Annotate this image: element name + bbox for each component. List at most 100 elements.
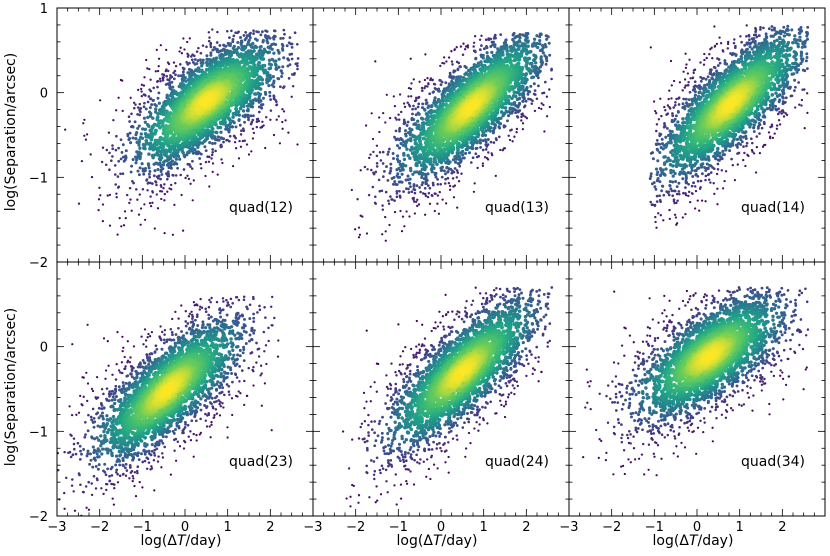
scatter-point [364,124,368,127]
scatter-point [396,154,400,158]
scatter-point [417,203,421,206]
scatter-point [90,175,94,179]
scatter-point [447,167,451,171]
scatter-point [261,120,264,124]
scatter-point [400,180,404,184]
scatter-point [219,136,223,140]
scatter-point [201,58,205,62]
scatter-point [447,56,451,59]
scatter-point [350,188,353,192]
scatter-point [149,89,153,93]
scatter-point [513,135,516,138]
scatter-point [424,194,428,198]
y-tick-label: 0 [40,87,48,102]
scatter-point [443,90,447,94]
scatter-point [425,118,430,122]
scatter-point [163,103,168,107]
scatter-point [228,140,231,143]
scatter-point [281,48,285,52]
scatter-point [121,79,124,82]
scatter-point [545,37,549,41]
scatter-point [295,42,299,46]
scatter-point [539,60,543,64]
scatter-point [143,146,147,151]
scatter-point [159,79,162,83]
scatter-point [378,189,382,193]
scatter-point [412,187,416,191]
scatter-point [296,67,299,71]
scatter-point [257,105,261,109]
scatter-point [131,157,135,162]
scatter-point [138,155,142,159]
scatter-point [266,41,270,45]
scatter-point [399,110,403,114]
scatter-point [510,49,514,53]
scatter-point [427,192,431,195]
scatter-point [163,159,167,163]
scatter-point [130,112,133,116]
scatter-point [217,63,222,68]
scatter-point [481,56,485,60]
scatter-point [239,133,243,136]
scatter-point [272,37,276,41]
scatter-point [136,198,139,201]
scatter-point [182,83,186,87]
scatter-point [443,62,446,65]
scatter-point [407,86,411,90]
scatter-point [142,105,146,109]
scatter-point [504,39,508,43]
scatter-point [513,51,518,56]
scatter-point [446,176,450,180]
scatter-point [403,121,407,125]
scatter-point [391,182,395,186]
scatter-point [174,181,177,185]
scatter-point [406,101,409,104]
scatter-point [257,30,260,34]
scatter-point [149,111,153,116]
scatter-point [122,224,126,227]
scatter-point [417,112,421,116]
scatter-point [136,106,140,109]
scatter-point [128,120,131,123]
scatter-point [186,162,190,166]
scatter-point [379,159,383,162]
scatter-point [276,76,280,81]
scatter-point [489,140,493,144]
scatter-point [170,75,174,79]
scatter-point [378,116,381,119]
scatter-point [499,110,504,114]
scatter-point [447,181,451,185]
scatter-point [459,45,463,48]
scatter-point [538,65,543,69]
scatter-point [401,143,405,147]
scatter-point [211,162,215,165]
scatter-point [407,187,410,191]
scatter-point [511,140,514,143]
scatter-point [452,196,456,199]
scatter-point [389,169,393,173]
scatter-point [457,158,462,162]
scatter-point [408,156,412,160]
scatter-point [515,131,518,134]
scatter-point [115,192,118,195]
scatter-point [441,99,445,103]
scatter-point [440,137,446,143]
scatter-point [180,52,184,55]
scatter-point [245,89,250,94]
scatter-point [252,45,256,50]
scatter-point [437,212,441,215]
scatter-point [464,147,468,152]
scatter-point [408,166,413,171]
scatter-point [482,68,487,73]
scatter-point [209,43,212,46]
scatter-point [208,141,212,145]
scatter-point [237,157,241,160]
scatter-point [393,199,396,202]
scatter-point [264,115,268,119]
scatter-point [473,136,478,140]
scatter-point [431,181,435,185]
scatter-point [82,122,85,125]
scatter-point [248,36,252,40]
scatter-point [156,167,160,172]
